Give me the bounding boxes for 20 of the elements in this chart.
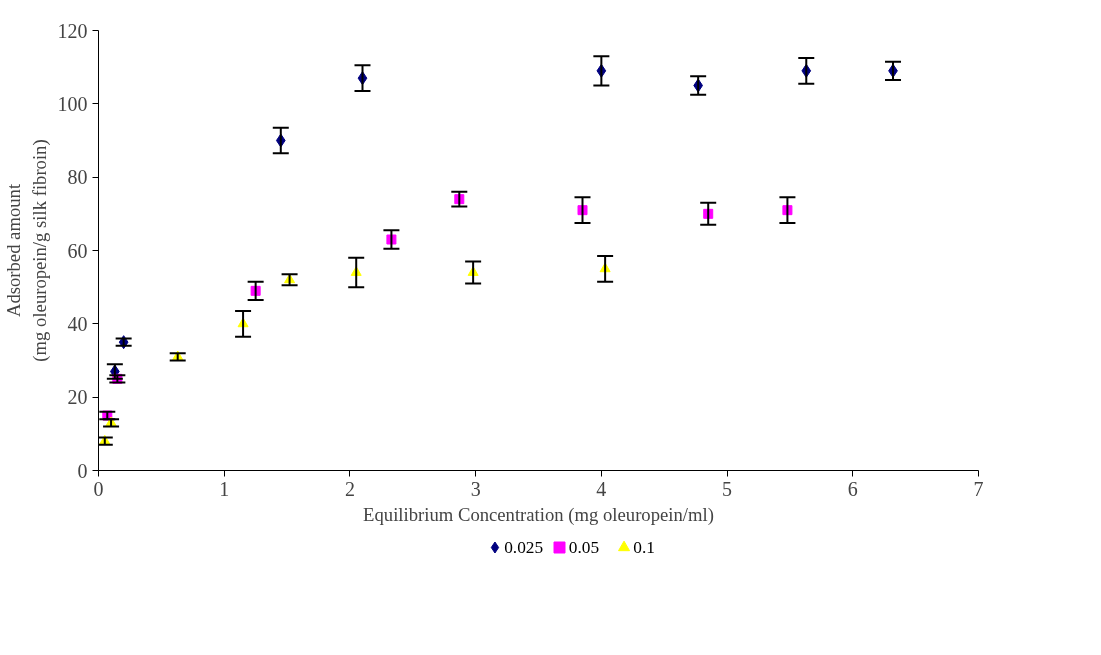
x-tick-label: 0	[93, 477, 104, 500]
y-tick-label: 120	[57, 19, 88, 42]
x-tick-label: 7	[973, 477, 984, 500]
x-tick-label: 2	[344, 477, 355, 500]
legend-label: 0.05	[568, 538, 600, 557]
x-tick-label: 4	[596, 477, 607, 500]
x-tick-label: 5	[722, 477, 733, 500]
x-tick-label: 1	[219, 477, 230, 500]
x-tick-label: 3	[470, 477, 481, 500]
y-tick-label: 0	[77, 459, 88, 482]
x-axis-title: Equilibrium Concentration (mg oleuropein/ml)	[363, 503, 714, 526]
legend-label: 0.025	[504, 538, 544, 557]
y-tick-label: 80	[67, 166, 88, 189]
x-tick-label: 6	[847, 477, 858, 500]
y-tick-label: 20	[67, 386, 88, 409]
y-tick-label: 100	[57, 92, 88, 115]
y-axis-title: Adsorbed amount (mg oleuropein/g silk fibroin)	[3, 139, 51, 362]
y-tick-label: 40	[67, 312, 88, 335]
legend-label: 0.1	[633, 538, 655, 557]
y-tick-label: 60	[67, 239, 88, 262]
